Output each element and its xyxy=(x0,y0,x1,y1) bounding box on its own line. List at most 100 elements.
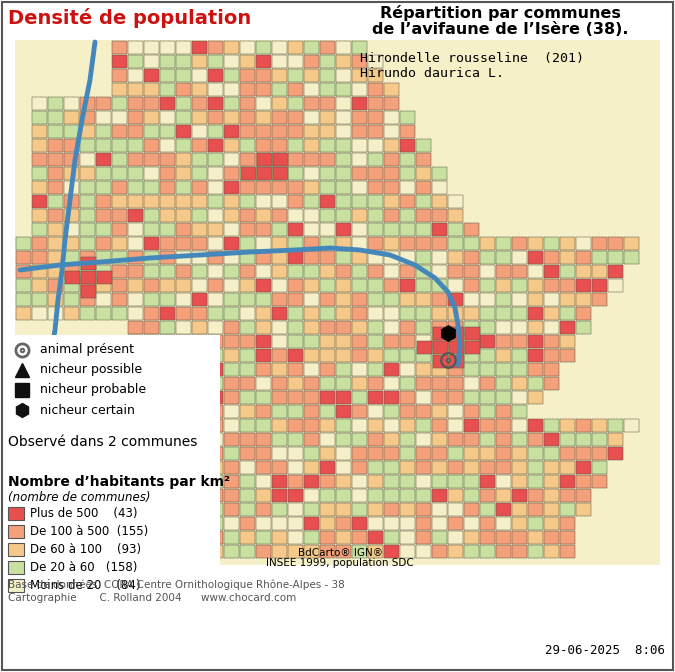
Bar xyxy=(95,124,111,138)
Bar xyxy=(304,544,319,558)
Bar xyxy=(159,83,175,95)
Bar xyxy=(16,278,30,292)
Bar xyxy=(512,474,526,487)
Bar xyxy=(159,405,175,417)
Bar xyxy=(128,181,142,194)
Bar xyxy=(576,460,591,474)
Bar xyxy=(431,474,446,487)
Bar xyxy=(63,124,78,138)
Bar xyxy=(512,237,526,249)
Bar xyxy=(352,460,367,474)
Bar xyxy=(240,321,254,333)
Bar xyxy=(416,237,431,249)
Bar xyxy=(288,110,302,124)
Bar xyxy=(159,306,175,319)
Bar xyxy=(32,138,47,151)
Bar xyxy=(176,390,190,403)
Bar xyxy=(560,251,574,263)
Bar xyxy=(271,292,286,306)
Bar xyxy=(223,503,238,515)
Bar xyxy=(335,265,350,278)
Bar xyxy=(304,390,319,403)
Bar xyxy=(319,138,335,151)
Bar xyxy=(416,446,431,460)
Bar xyxy=(527,335,543,347)
Bar xyxy=(240,265,254,278)
Bar xyxy=(256,489,271,501)
Bar xyxy=(128,321,142,333)
Bar xyxy=(8,543,24,556)
Bar xyxy=(144,446,159,460)
Bar xyxy=(400,124,414,138)
Bar xyxy=(576,489,591,501)
Bar xyxy=(144,237,159,249)
Text: De 20 à 60   (158): De 20 à 60 (158) xyxy=(30,560,138,573)
Bar xyxy=(383,251,398,263)
Bar xyxy=(271,390,286,403)
Bar xyxy=(527,278,543,292)
Bar xyxy=(32,237,47,249)
Bar xyxy=(223,138,238,151)
Bar xyxy=(400,419,414,431)
Bar xyxy=(319,54,335,67)
Bar xyxy=(304,335,319,347)
Bar xyxy=(288,208,302,222)
Bar xyxy=(576,321,591,333)
Bar xyxy=(400,306,414,319)
Bar xyxy=(240,181,254,194)
Bar xyxy=(111,181,126,194)
Bar xyxy=(304,54,319,67)
Bar xyxy=(400,544,414,558)
Bar xyxy=(207,530,223,544)
Bar xyxy=(400,194,414,208)
Bar xyxy=(400,349,414,362)
Bar xyxy=(591,265,607,278)
Bar xyxy=(335,251,350,263)
Bar xyxy=(448,335,462,347)
Bar xyxy=(63,181,78,194)
Bar xyxy=(95,110,111,124)
Bar xyxy=(63,251,78,263)
Bar xyxy=(159,390,175,403)
Bar xyxy=(144,265,159,278)
Bar xyxy=(223,222,238,235)
Bar xyxy=(192,153,207,165)
Bar xyxy=(464,405,479,417)
Bar xyxy=(335,530,350,544)
Bar xyxy=(591,237,607,249)
Bar xyxy=(207,419,223,431)
Text: INSEE 1999, population SDC: INSEE 1999, population SDC xyxy=(266,558,414,568)
Bar xyxy=(273,153,288,165)
Bar xyxy=(479,503,495,515)
Bar xyxy=(319,433,335,446)
Bar xyxy=(176,292,190,306)
Text: BdCarto® IGN®: BdCarto® IGN® xyxy=(298,548,383,558)
Bar xyxy=(159,237,175,249)
Bar xyxy=(304,181,319,194)
Bar xyxy=(543,321,558,333)
Bar xyxy=(464,278,479,292)
Bar xyxy=(319,474,335,487)
Bar xyxy=(352,503,367,515)
Bar xyxy=(319,83,335,95)
Bar xyxy=(591,292,607,306)
Bar xyxy=(240,194,254,208)
Bar xyxy=(335,419,350,431)
Bar xyxy=(464,327,479,339)
Bar xyxy=(335,194,350,208)
Bar xyxy=(335,362,350,376)
Bar xyxy=(271,433,286,446)
Bar xyxy=(192,265,207,278)
Bar xyxy=(367,390,383,403)
Bar xyxy=(335,222,350,235)
Bar xyxy=(527,349,543,362)
Bar xyxy=(63,208,78,222)
Bar xyxy=(271,405,286,417)
Bar xyxy=(5,335,220,565)
Bar xyxy=(144,433,159,446)
Bar xyxy=(223,474,238,487)
Bar xyxy=(16,237,30,249)
Bar xyxy=(288,321,302,333)
Bar xyxy=(479,460,495,474)
Bar xyxy=(240,69,254,81)
